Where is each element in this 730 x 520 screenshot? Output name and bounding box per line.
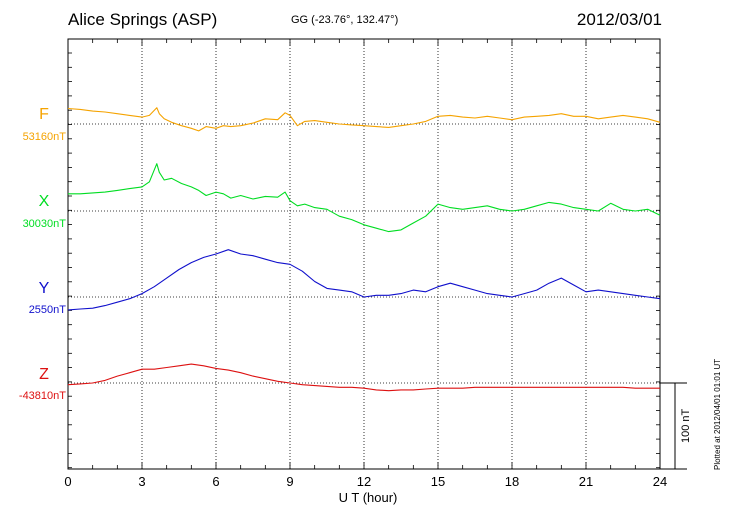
- series-line-y: [67, 249, 661, 311]
- station-title: Alice Springs (ASP): [68, 10, 218, 29]
- series-line-x: [68, 163, 661, 233]
- baseline-value-x: 30030nT: [22, 218, 66, 230]
- x-tick-label: 15: [430, 474, 446, 489]
- station-coordinates: GG (-23.76°, 132.47°): [291, 14, 399, 26]
- baseline-value-z: -43810nT: [18, 390, 66, 402]
- scale-bar-label: 100 nT: [680, 408, 692, 443]
- plotted-timestamp: Plotted at 2012/04/01 01:01 UT: [713, 358, 722, 470]
- baseline-value-y: 2550nT: [28, 304, 66, 316]
- x-tick-label: 6: [212, 474, 220, 489]
- x-tick-label: 24: [652, 474, 668, 489]
- channel-label-f: F: [39, 106, 49, 123]
- series-line-f: [67, 107, 661, 132]
- channel-label-x: X: [38, 193, 50, 210]
- channel-label-z: Z: [39, 366, 49, 383]
- series-line-z: [67, 363, 660, 392]
- x-axis-label: U T (hour): [338, 490, 398, 505]
- x-tick-label: 9: [286, 474, 294, 489]
- channel-label-y: Y: [38, 280, 50, 297]
- plot-frame: [67, 38, 661, 470]
- x-tick-label: 18: [504, 474, 520, 489]
- date-label: 2012/03/01: [576, 10, 662, 29]
- x-tick-label: 21: [578, 474, 594, 489]
- x-tick-label: 3: [138, 474, 146, 489]
- x-tick-label: 0: [64, 474, 72, 489]
- baseline-value-f: 53160nT: [22, 131, 66, 143]
- x-tick-label: 12: [356, 474, 372, 489]
